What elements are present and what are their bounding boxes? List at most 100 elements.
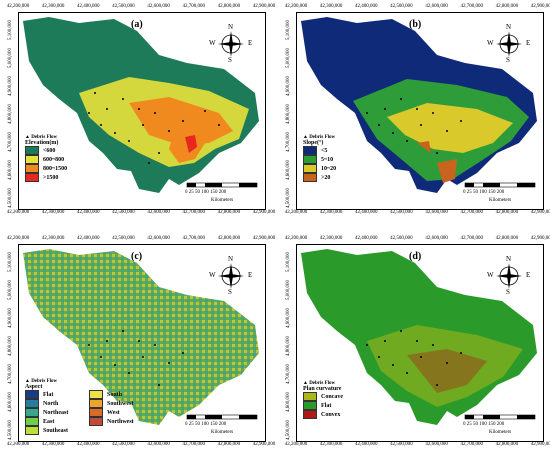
x-tick-label: 42,400,000 xyxy=(77,442,100,447)
x-tick-label: 42,800,000 xyxy=(217,4,241,9)
legend-item: <600 xyxy=(25,146,67,155)
x-tick-label: 42,300,000 xyxy=(41,442,65,447)
y-tick-label: 4,500,000 xyxy=(286,188,291,208)
x-tick-label: 42,700,000 xyxy=(460,210,483,215)
panel-label: (b) xyxy=(409,19,422,30)
legend-item: 800~1500 xyxy=(25,164,67,173)
y-tick-label: 4,700,000 xyxy=(286,364,291,384)
x-tick-label: 42,500,000 xyxy=(390,442,413,447)
x-tick-label: 42,800,000 xyxy=(217,236,241,241)
scale-bar: 0 25 50 100 150 200 Kilometers xyxy=(185,413,261,439)
x-tick-label: 42,600,000 xyxy=(147,210,170,215)
compass-icon xyxy=(496,31,522,57)
slope-map xyxy=(301,17,537,193)
x-tick-label: 42,600,000 xyxy=(147,4,170,9)
y-tick-label: 5,000,000 xyxy=(8,280,13,300)
x-tick-label: 42,800,000 xyxy=(495,236,519,241)
debris-legend: ▲ Debris Flow xyxy=(25,135,58,140)
x-tick-label: 42,700,000 xyxy=(182,236,205,241)
y-tick-label: 5,000,000 xyxy=(8,48,13,68)
compass-icon xyxy=(496,263,522,289)
x-tick-label: 42,600,000 xyxy=(425,4,448,9)
y-tick-label: 4,900,000 xyxy=(8,76,13,96)
x-tick-label: 42,200,000 xyxy=(284,236,308,241)
y-tick-label: 4,700,000 xyxy=(8,364,13,384)
legend-item: >1500 xyxy=(25,173,67,182)
x-tick-label: 42,600,000 xyxy=(425,442,448,447)
x-tick-label: 42,700,000 xyxy=(460,442,483,447)
x-tick-label: 42,900,000 xyxy=(530,4,550,9)
y-tick-label: 4,500,000 xyxy=(286,420,291,440)
x-tick-label: 42,300,000 xyxy=(319,236,343,241)
x-tick-label: 42,300,000 xyxy=(41,236,65,241)
legend-item: 600~800 xyxy=(25,155,67,164)
x-tick-label: 42,300,000 xyxy=(319,442,343,447)
x-tick-label: 42,200,000 xyxy=(284,442,308,447)
x-tick-label: 42,300,000 xyxy=(41,4,65,9)
x-tick-label: 42,400,000 xyxy=(355,210,378,215)
x-tick-label: 42,200,000 xyxy=(6,442,30,447)
x-tick-label: 42,900,000 xyxy=(252,210,276,215)
aspect-map xyxy=(23,249,259,425)
scale-bar: 0 25 50 100 150 200 Kilometers xyxy=(185,181,261,207)
y-tick-label: 5,000,000 xyxy=(286,48,291,68)
y-tick-label: 4,600,000 xyxy=(286,160,291,180)
x-tick-label: 42,900,000 xyxy=(530,210,550,215)
x-tick-label: 42,500,000 xyxy=(390,210,413,215)
x-tick-label: 42,300,000 xyxy=(41,210,65,215)
y-tick-label: 4,600,000 xyxy=(8,392,13,412)
y-tick-label: 4,900,000 xyxy=(8,308,13,328)
panel-label: (d) xyxy=(409,251,422,262)
y-tick-label: 4,500,000 xyxy=(8,420,13,440)
map-legend: ▲ Debris Flow Slope(°) <5 5~10 10~20 >20 xyxy=(303,135,337,182)
x-tick-label: 42,300,000 xyxy=(319,4,343,9)
scale-bar: 0 25 50 100 150 200 Kilometers xyxy=(463,181,539,207)
panel-label: (c) xyxy=(131,251,143,262)
curvature-map xyxy=(301,249,537,425)
region-high xyxy=(129,97,233,145)
y-tick-label: 4,900,000 xyxy=(286,308,291,328)
x-tick-label: 42,800,000 xyxy=(495,442,519,447)
x-tick-label: 42,700,000 xyxy=(182,442,205,447)
y-tick-label: 5,100,000 xyxy=(286,20,291,40)
x-tick-label: 42,900,000 xyxy=(530,442,550,447)
x-tick-label: 42,700,000 xyxy=(182,210,205,215)
x-tick-label: 42,500,000 xyxy=(390,236,413,241)
x-tick-label: 42,500,000 xyxy=(112,210,135,215)
y-tick-label: 4,600,000 xyxy=(286,392,291,412)
x-tick-label: 42,400,000 xyxy=(77,4,100,9)
x-tick-label: 42,700,000 xyxy=(182,4,205,9)
y-tick-label: 4,700,000 xyxy=(286,132,291,152)
y-tick-label: 5,000,000 xyxy=(286,280,291,300)
x-tick-label: 42,800,000 xyxy=(217,210,241,215)
x-tick-label: 42,900,000 xyxy=(530,236,550,241)
scale-bar: 0 25 50 100 150 200 Kilometers xyxy=(463,413,539,439)
y-tick-label: 5,100,000 xyxy=(8,20,13,40)
compass-icon xyxy=(218,31,244,57)
y-tick-label: 4,900,000 xyxy=(286,76,291,96)
x-tick-label: 42,200,000 xyxy=(284,210,308,215)
x-tick-label: 42,900,000 xyxy=(252,4,276,9)
map-legend: ▲ Debris Flow Aspect Flat South North So… xyxy=(25,379,134,435)
compass-icon xyxy=(218,263,244,289)
x-tick-label: 42,400,000 xyxy=(355,236,378,241)
legend-title: Elevation(m) xyxy=(25,140,59,146)
x-tick-label: 42,500,000 xyxy=(112,4,135,9)
y-tick-label: 4,800,000 xyxy=(8,104,13,124)
panel-label: (a) xyxy=(131,19,143,30)
x-tick-label: 42,200,000 xyxy=(284,4,308,9)
region-peak xyxy=(185,135,197,153)
x-tick-label: 42,200,000 xyxy=(6,210,30,215)
x-tick-label: 42,600,000 xyxy=(147,442,170,447)
x-tick-label: 42,600,000 xyxy=(425,236,448,241)
x-tick-label: 42,900,000 xyxy=(252,236,276,241)
map-legend: ▲ Debris Flow Elevation(m) <600 600~800 … xyxy=(25,135,67,182)
x-tick-label: 42,800,000 xyxy=(495,210,519,215)
